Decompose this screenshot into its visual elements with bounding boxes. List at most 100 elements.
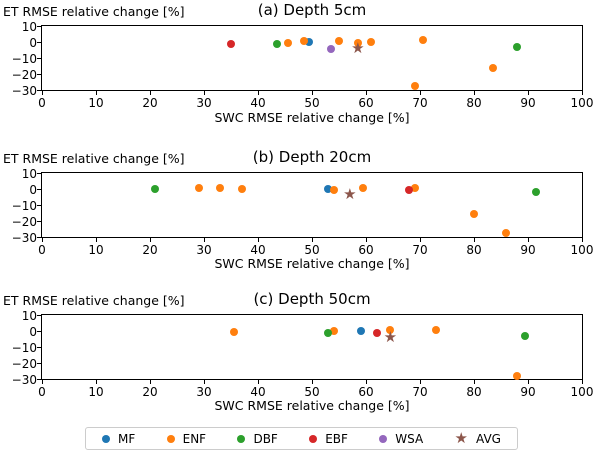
legend-label: WSA xyxy=(395,431,424,446)
x-tick xyxy=(311,91,313,95)
y-tick-label: 10 xyxy=(21,166,37,181)
x-tick-label: 0 xyxy=(38,243,46,257)
data-point-ENF xyxy=(329,327,338,335)
x-tick-label: 20 xyxy=(142,96,158,110)
x-tick-label: 90 xyxy=(520,385,536,399)
y-tick xyxy=(37,346,41,348)
legend-item-WSA: WSA xyxy=(379,432,423,446)
data-point-ENF xyxy=(216,184,225,193)
x-tick xyxy=(311,238,313,242)
data-point-ENF xyxy=(229,327,238,336)
x-tick xyxy=(203,380,205,384)
x-tick xyxy=(527,238,529,242)
x-tick-label: 0 xyxy=(38,385,46,399)
x-tick-label: 100 xyxy=(570,96,594,110)
x-tick xyxy=(473,380,475,384)
data-point-ENF xyxy=(513,371,522,380)
y-tick-label: 0 xyxy=(29,182,37,197)
y-axis-label-b: ET RMSE relative change [%] xyxy=(3,151,185,166)
x-tick-label: 10 xyxy=(88,385,104,399)
data-point-ENF xyxy=(299,37,308,46)
plot-area-c: 0 10 20 30 40 50 60 70 80 90 100 10 0 −10 −20 −30 ★ xyxy=(12,310,594,399)
x-tick xyxy=(95,380,97,384)
wsa-marker-icon xyxy=(379,434,388,443)
data-point-DBF xyxy=(272,39,281,48)
y-tick-label: −20 xyxy=(11,67,37,82)
x-tick-label: 90 xyxy=(520,243,536,257)
data-point-ENF xyxy=(359,184,368,193)
x-axis-label-b: SWC RMSE relative change [%] xyxy=(214,256,410,271)
data-point-ENF xyxy=(353,38,362,47)
x-tick xyxy=(149,91,151,95)
y-tick xyxy=(37,204,41,206)
plot-area-b: 0 10 20 30 40 50 60 70 80 90 100 10 0 −10 −20 −30 ★ xyxy=(12,168,594,257)
y-tick-label: 10 xyxy=(21,19,37,34)
legend-item-MF: MF xyxy=(102,432,135,446)
data-point-ENF xyxy=(502,229,511,237)
data-point-EBF xyxy=(405,185,414,194)
x-tick-label: 40 xyxy=(250,385,266,399)
x-tick-label: 10 xyxy=(88,243,104,257)
x-tick xyxy=(365,238,367,242)
legend-label: MF xyxy=(118,431,136,446)
data-point-EBF xyxy=(372,329,381,338)
data-point-DBF xyxy=(521,331,530,340)
data-point-ENF xyxy=(410,82,419,90)
y-tick xyxy=(37,314,41,316)
data-point-ENF xyxy=(194,184,203,193)
subplot-title-b: (b) Depth 20cm xyxy=(252,148,372,166)
legend-label: AVG xyxy=(476,431,501,446)
y-tick-label: 0 xyxy=(29,324,37,339)
y-tick xyxy=(37,362,41,364)
data-point-AVG: ★ xyxy=(351,39,365,58)
x-tick-label: 60 xyxy=(358,243,374,257)
y-tick xyxy=(37,41,41,43)
y-tick xyxy=(37,378,41,380)
x-tick-label: 80 xyxy=(466,96,482,110)
data-point-MF xyxy=(305,38,314,46)
x-tick-label: 70 xyxy=(412,243,428,257)
y-tick-label: −20 xyxy=(11,356,37,371)
data-point-AVG: ★ xyxy=(383,328,398,347)
x-tick xyxy=(41,91,43,95)
y-tick xyxy=(37,236,41,238)
legend-item-EBF: EBF xyxy=(309,432,348,446)
x-tick-label: 70 xyxy=(412,385,428,399)
y-tick xyxy=(37,73,41,75)
data-point-ENF xyxy=(470,209,478,218)
x-tick-label: 70 xyxy=(412,96,428,110)
subplot-title-a: (a) Depth 5cm xyxy=(257,1,367,19)
y-tick-label: 0 xyxy=(29,35,37,50)
x-tick-label: 30 xyxy=(196,96,212,110)
y-tick-label: −10 xyxy=(11,340,37,355)
data-point-ENF xyxy=(283,38,292,47)
data-point-EBF xyxy=(227,40,235,49)
x-tick xyxy=(581,238,583,242)
x-tick-label: 90 xyxy=(520,96,536,110)
data-point-ENF xyxy=(418,36,427,45)
y-tick-label: −10 xyxy=(11,198,37,213)
data-point-ENF xyxy=(367,38,376,46)
y-tick xyxy=(37,172,41,174)
x-tick-label: 20 xyxy=(142,385,158,399)
x-tick xyxy=(95,238,97,242)
x-tick-label: 60 xyxy=(358,96,374,110)
y-tick-label: −30 xyxy=(11,230,37,245)
x-tick xyxy=(419,238,421,242)
dbf-marker-icon xyxy=(237,434,246,443)
x-tick xyxy=(419,380,421,384)
legend-item-DBF: DBF xyxy=(237,431,278,446)
x-tick xyxy=(473,238,475,242)
data-point-MF xyxy=(356,327,365,335)
enf-marker-icon xyxy=(166,434,175,443)
data-point-ENF xyxy=(237,185,246,193)
y-tick-label: −30 xyxy=(11,83,37,98)
legend-label: DBF xyxy=(253,431,278,446)
data-point-DBF xyxy=(532,188,541,197)
x-tick-label: 50 xyxy=(304,243,320,257)
x-tick xyxy=(41,380,43,384)
x-tick xyxy=(149,238,151,242)
plot-area-a: 0 10 20 30 40 50 60 70 80 90 100 10 0 −10 −20 −30 ★ xyxy=(12,21,594,110)
y-tick-label: −30 xyxy=(11,372,37,387)
x-axis-label-a: SWC RMSE relative change [%] xyxy=(214,110,410,125)
